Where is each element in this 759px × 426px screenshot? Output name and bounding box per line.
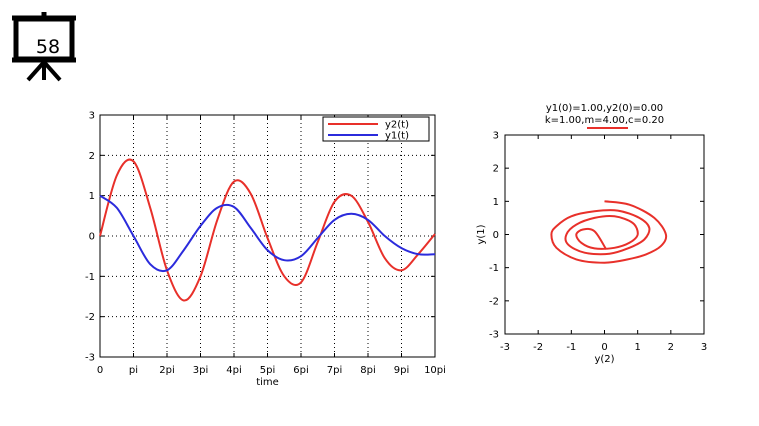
x-tick-label: pi: [129, 365, 138, 376]
series-line-y2: [99, 158, 436, 302]
y-tick-label: 2: [493, 164, 499, 175]
x-tick-label: -1: [566, 342, 576, 353]
y-tick-label: -3: [489, 330, 499, 341]
legend-label: y2(t): [385, 120, 409, 131]
x-tick-label: 9pi: [394, 365, 410, 376]
x-tick-label: 2: [668, 342, 674, 353]
series-line-y1: [99, 194, 436, 273]
x-tick-label: 4pi: [226, 365, 242, 376]
y-tick-label: -3: [85, 353, 95, 364]
x-tick-label: 3: [701, 342, 707, 353]
legend-box: [322, 116, 430, 142]
y-axis-label: y(1): [476, 224, 487, 244]
y-tick-label: 3: [89, 111, 95, 122]
x-tick-label: 10pi: [424, 365, 446, 376]
y-tick-label: 0: [89, 232, 95, 243]
chart-title: y1(0)=1.00,y2(0)=0.00: [546, 103, 663, 114]
y-tick-label: -1: [85, 272, 95, 283]
y-tick-label: 3: [493, 131, 499, 142]
x-tick-label: 3pi: [193, 365, 209, 376]
y-tick-label: 2: [89, 151, 95, 162]
x-tick-label: 2pi: [159, 365, 175, 376]
plot-frame: [504, 134, 705, 335]
x-tick-label: 7pi: [327, 365, 343, 376]
x-tick-label: -3: [500, 342, 510, 353]
legend-label: y1(t): [385, 131, 409, 142]
y-tick-label: -1: [489, 263, 499, 274]
phase-portrait-chart: y1(0)=1.00,y2(0)=0.00k=1.00,m=4.00,c=0.2…: [476, 103, 707, 365]
x-tick-label: 8pi: [360, 365, 376, 376]
x-axis-label: time: [256, 377, 279, 388]
projector-screen-icon: [12, 12, 76, 82]
y-tick-label: 1: [89, 191, 95, 202]
x-tick-label: 0: [97, 365, 103, 376]
y-tick-label: -2: [85, 312, 95, 323]
x-axis-label: y(2): [594, 354, 614, 365]
time-series-chart: 0 pi 2pi 3pi 4pi 5pi 6pi 7pi 8pi 9pi 10pi 3 2 1 0 -1 -2 -…: [85, 111, 446, 389]
slide-number: 58: [35, 36, 61, 58]
y-tick-label: -2: [489, 296, 499, 307]
chart-subtitle: k=1.00,m=4.00,c=0.20: [545, 115, 664, 126]
x-tick-label: 5pi: [260, 365, 276, 376]
y-tick-label: 0: [493, 230, 499, 241]
x-tick-label: 6pi: [293, 365, 309, 376]
x-tick-label: 0: [601, 342, 607, 353]
slide-badge: 58: [8, 10, 80, 82]
x-tick-label: -2: [533, 342, 543, 353]
phase-trajectory-line: [550, 200, 668, 264]
x-tick-label: 1: [634, 342, 640, 353]
y-tick-label: 1: [493, 197, 499, 208]
